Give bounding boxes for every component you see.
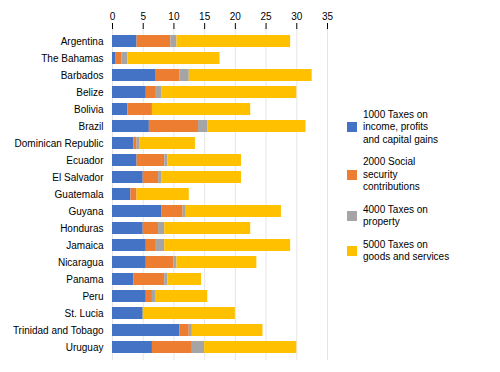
svg-text:5: 5 [140, 11, 146, 22]
svg-text:Honduras: Honduras [60, 223, 103, 234]
svg-text:30: 30 [291, 11, 303, 22]
svg-text:Trinidad and Tobago: Trinidad and Tobago [13, 325, 104, 336]
html-text:4000 Taxes on property: 4000 Taxes on property [363, 203, 428, 227]
html-text:2000 Social security contribut: 2000 Social security contributions [363, 156, 420, 192]
svg-text:Dominican Republic: Dominican Republic [15, 138, 104, 149]
svg-text:10: 10 [168, 11, 180, 22]
svg-text:The Bahamas: The Bahamas [41, 53, 103, 64]
svg-text:35: 35 [322, 11, 334, 22]
svg-text:Ecuador: Ecuador [66, 155, 104, 166]
svg-text:Nicaragua: Nicaragua [58, 257, 104, 268]
svg-text:Brazil: Brazil [78, 121, 103, 132]
svg-text:El Salvador: El Salvador [52, 172, 104, 183]
svg-text:Barbados: Barbados [61, 70, 104, 81]
svg-text:25: 25 [261, 11, 273, 22]
svg-text:20: 20 [230, 11, 242, 22]
svg-text:0: 0 [110, 11, 116, 22]
svg-text:Belize: Belize [76, 87, 104, 98]
svg-text:Guyana: Guyana [68, 206, 103, 217]
svg-text:St. Lucia: St. Lucia [65, 308, 104, 319]
svg-text:Bolivia: Bolivia [74, 104, 104, 115]
svg-text:Peru: Peru [82, 291, 103, 302]
html-text:5000 Taxes on goods and servic: 5000 Taxes on goods and services [363, 238, 450, 262]
svg-text:Uruguay: Uruguay [66, 342, 104, 353]
svg-text:Jamaica: Jamaica [66, 240, 104, 251]
svg-text:15: 15 [199, 11, 211, 22]
svg-text:Panama: Panama [66, 274, 104, 285]
svg-text:Guatemala: Guatemala [55, 189, 104, 200]
html-text:1000 Taxes on income, profits: 1000 Taxes on income, profits and capita… [363, 108, 439, 145]
svg-text:Argentina: Argentina [61, 36, 104, 47]
